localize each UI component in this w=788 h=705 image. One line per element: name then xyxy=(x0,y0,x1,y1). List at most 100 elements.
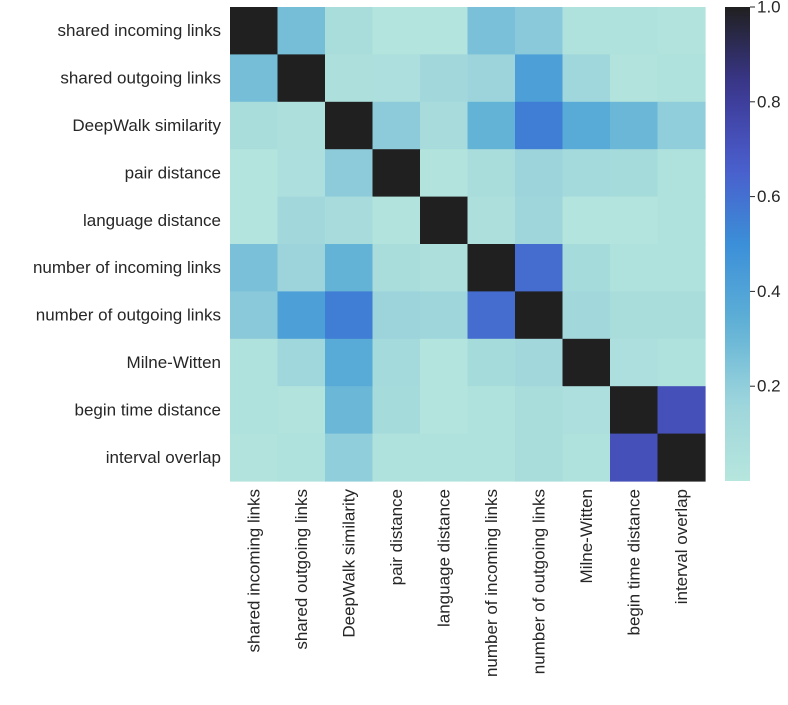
heatmap-cell xyxy=(562,386,611,435)
colorbar-tick-label: 0.6 xyxy=(757,187,781,206)
heatmap-cell xyxy=(325,433,374,482)
heatmap-cell xyxy=(325,386,374,435)
heatmap-cell xyxy=(372,386,421,435)
heatmap-cell xyxy=(562,196,611,245)
heatmap-cell xyxy=(277,291,326,340)
heatmap-cell xyxy=(467,54,516,103)
heatmap-cell xyxy=(420,386,469,435)
heatmap-cell xyxy=(657,149,706,198)
heatmap-cell xyxy=(420,433,469,482)
heatmap-cell xyxy=(610,433,659,482)
column-label: language distance xyxy=(434,489,453,627)
heatmap-cell xyxy=(657,101,706,150)
heatmap-cell xyxy=(325,338,374,387)
heatmap-cell xyxy=(467,386,516,435)
heatmap-cell xyxy=(562,149,611,198)
row-label: number of outgoing links xyxy=(36,306,221,325)
column-label: interval overlap xyxy=(672,489,691,604)
row-label: DeepWalk similarity xyxy=(72,116,221,135)
heatmap-cell xyxy=(230,54,279,103)
heatmap-cell xyxy=(515,291,564,340)
column-label: DeepWalk similarity xyxy=(339,489,358,638)
heatmap-cell xyxy=(610,101,659,150)
heatmap-cell xyxy=(277,101,326,150)
heatmap-cell xyxy=(467,149,516,198)
heatmap-cell xyxy=(562,7,611,55)
heatmap-cell xyxy=(657,338,706,387)
heatmap-cell xyxy=(230,291,279,340)
column-label: number of outgoing links xyxy=(529,489,548,674)
colorbar-tick-label: 0.2 xyxy=(757,377,781,396)
heatmap-cell xyxy=(372,7,421,55)
heatmap-cell xyxy=(372,244,421,292)
heatmap-cell xyxy=(420,54,469,103)
row-label: interval overlap xyxy=(106,448,221,467)
heatmap-cell xyxy=(515,101,564,150)
heatmap-cell xyxy=(372,54,421,103)
column-label: Milne-Witten xyxy=(577,489,596,583)
heatmap-cell xyxy=(420,149,469,198)
heatmap-cell xyxy=(420,244,469,292)
heatmap-cell xyxy=(277,196,326,245)
heatmap-cell xyxy=(372,101,421,150)
heatmap-cell xyxy=(515,386,564,435)
heatmap-cell xyxy=(657,7,706,55)
heatmap-cell xyxy=(610,244,659,292)
row-label: shared outgoing links xyxy=(60,69,221,88)
heatmap-cell xyxy=(325,101,374,150)
heatmap-cell xyxy=(562,54,611,103)
heatmap-cell xyxy=(657,54,706,103)
heatmap-cell xyxy=(562,101,611,150)
row-label: begin time distance xyxy=(75,400,221,419)
heatmap-cell xyxy=(515,7,564,55)
heatmap-cell xyxy=(277,54,326,103)
column-label: number of incoming links xyxy=(482,489,501,677)
heatmap-cell xyxy=(325,291,374,340)
row-labels: shared incoming links shared outgoing lin… xyxy=(33,21,222,467)
heatmap-cell xyxy=(420,101,469,150)
colorbar-tick-label: 0.8 xyxy=(757,92,781,111)
heatmap-cell xyxy=(277,338,326,387)
row-label: Milne-Witten xyxy=(127,353,221,372)
heatmap-cell xyxy=(277,7,326,55)
heatmap-cell xyxy=(372,196,421,245)
column-labels: shared incoming links shared outgoing lin… xyxy=(244,489,691,678)
heatmap-cell xyxy=(230,433,279,482)
row-label: pair distance xyxy=(125,163,221,182)
heatmap-cell xyxy=(467,291,516,340)
heatmap-cell xyxy=(515,338,564,387)
heatmap-cell xyxy=(562,433,611,482)
heatmap-cell xyxy=(325,244,374,292)
heatmap-cell xyxy=(657,291,706,340)
heatmap-cell xyxy=(610,386,659,435)
column-label: begin time distance xyxy=(624,489,643,635)
column-label: shared outgoing links xyxy=(292,489,311,650)
heatmap-cell xyxy=(325,149,374,198)
heatmap-cell xyxy=(277,386,326,435)
heatmap-cell xyxy=(325,7,374,55)
heatmap-cell xyxy=(515,244,564,292)
row-label: language distance xyxy=(83,211,221,230)
heatmap-cell xyxy=(420,7,469,55)
colorbar: 0.2 0.4 0.6 0.8 1.0 xyxy=(725,0,781,481)
heatmap-cell xyxy=(515,433,564,482)
heatmap-cell xyxy=(610,338,659,387)
heatmap-cell xyxy=(467,433,516,482)
heatmap-cells xyxy=(230,7,706,482)
heatmap-cell xyxy=(610,149,659,198)
heatmap-cell xyxy=(277,244,326,292)
heatmap-cell xyxy=(515,196,564,245)
heatmap-cell xyxy=(562,338,611,387)
heatmap-cell xyxy=(230,386,279,435)
heatmap-cell xyxy=(467,338,516,387)
colorbar-tick-label: 0.4 xyxy=(757,282,781,301)
heatmap-cell xyxy=(610,291,659,340)
heatmap-cell xyxy=(230,196,279,245)
heatmap-cell xyxy=(610,54,659,103)
heatmap-cell xyxy=(420,291,469,340)
heatmap-cell xyxy=(325,196,374,245)
heatmap-cell xyxy=(372,149,421,198)
heatmap-cell xyxy=(230,101,279,150)
heatmap-cell xyxy=(610,196,659,245)
